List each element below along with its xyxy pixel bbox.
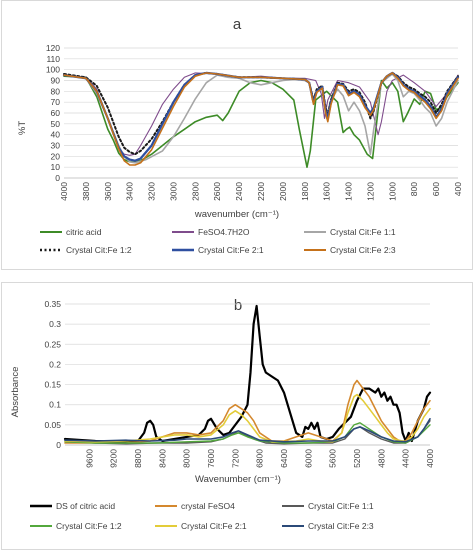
series-line-6 [63, 72, 459, 166]
x-axis-label: Wavenumber (cm⁻¹) [195, 474, 281, 485]
nir-chart-panel: b Wavenumber (cm⁻¹) Absorbance 0 0.05 0.1 0… [0, 282, 474, 550]
x-tick-label: 1200 [365, 182, 375, 201]
x-tick-label: 7600 [206, 449, 216, 468]
x-tick-label: 2200 [256, 182, 266, 201]
series-line-5 [64, 393, 431, 443]
series-line-2 [64, 379, 431, 444]
y-tick-label: 70 [51, 97, 61, 107]
x-tick-label: 4000 [425, 449, 435, 468]
legend-label-1: DS of citric acid [56, 501, 115, 511]
legend-label-5: Crystal Cit:Fe 2:1 [181, 521, 247, 531]
y-tick-label: 80 [51, 86, 61, 96]
series-line-6 [64, 418, 431, 443]
x-tick-label: 3200 [147, 182, 157, 201]
x-tick-label: 2400 [234, 182, 244, 201]
y-tick-label: 100 [46, 65, 60, 75]
x-tick-label: 4000 [59, 182, 69, 201]
y-tick-label: 0.05 [44, 420, 61, 430]
y-tick-label: 10 [51, 162, 61, 172]
y-tick-label: 0 [56, 440, 61, 450]
x-tick-label: 6400 [279, 449, 289, 468]
x-tick-label: 1600 [322, 182, 332, 201]
y-tick-label: 0.1 [49, 400, 61, 410]
chart-title: a [233, 16, 242, 33]
y-tick-label: 0.3 [49, 319, 61, 329]
x-tick-label: 6800 [255, 449, 265, 468]
y-tick-label: 60 [51, 108, 61, 118]
chart-title: b [234, 297, 242, 314]
y-tick-label: 0.2 [49, 359, 61, 369]
x-tick-label: 8400 [157, 449, 167, 468]
legend-label-4: Crystal Cit:Fe 1:2 [66, 245, 132, 255]
x-tick-label: 9600 [84, 449, 94, 468]
x-tick-label: 2600 [212, 182, 222, 201]
x-tick-label: 2800 [190, 182, 200, 201]
legend-label-1: citric acid [66, 227, 102, 237]
nir-chart: b Wavenumber (cm⁻¹) Absorbance 0 0.05 0.1 0… [1, 282, 473, 550]
y-axis-label: Absorbance [10, 367, 21, 418]
x-tick-label: 3600 [103, 182, 113, 201]
x-tick-label: 2000 [278, 182, 288, 201]
series-line-3 [63, 73, 459, 164]
legend-label-2: FeSO4.7H2O [198, 227, 250, 237]
x-tick-label: 8000 [182, 449, 192, 468]
x-tick-label: 1000 [387, 182, 397, 201]
y-tick-label: 40 [51, 130, 61, 140]
y-tick-label: 0.35 [44, 299, 61, 309]
x-tick-label: 600 [431, 182, 441, 196]
x-tick-label: 5200 [352, 449, 362, 468]
x-tick-label: 3000 [168, 182, 178, 201]
legend-label-3: Crystal Cit:Fe 1:1 [308, 501, 374, 511]
chart-frame [1, 0, 473, 270]
ftir-chart-panel: a wavenumber (cm⁻¹) %T 0 10 20 30 40 50 60 70 80… [0, 0, 474, 270]
x-tick-label: 4400 [401, 449, 411, 468]
x-tick-label: 3400 [125, 182, 135, 201]
x-axis-label: wavenumber (cm⁻¹) [194, 209, 279, 220]
legend-label-6: Crystal Cit:Fe 2:3 [330, 245, 396, 255]
legend-label-5: Crystal Cit:Fe 2:1 [198, 245, 264, 255]
y-tick-label: 90 [51, 76, 61, 86]
x-tick-label: 3800 [81, 182, 91, 201]
legend-label-2: crystal FeSO4 [181, 501, 235, 511]
y-tick-label: 0.25 [44, 339, 61, 349]
legend-label-3: Crystal Cit:Fe 1:1 [330, 227, 396, 237]
y-tick-label: 110 [46, 54, 60, 64]
x-tick-label: 1400 [344, 182, 354, 201]
ftir-chart: a wavenumber (cm⁻¹) %T 01020304050607080… [1, 0, 473, 270]
y-tick-label: 50 [51, 119, 61, 129]
y-tick-label: 0 [55, 173, 60, 183]
x-tick-label: 400 [453, 182, 463, 196]
legend-label-4: Crystal Cit:Fe 1:2 [56, 521, 122, 531]
x-tick-label: 6000 [303, 449, 313, 468]
x-tick-label: 8800 [133, 449, 143, 468]
x-tick-label: 800 [409, 182, 419, 196]
y-tick-label: 120 [46, 43, 60, 53]
x-tick-label: 7200 [230, 449, 240, 468]
y-tick-label: 20 [51, 151, 61, 161]
y-tick-label: 30 [51, 141, 61, 151]
x-tick-label: 1800 [300, 182, 310, 201]
x-tick-label: 4800 [376, 449, 386, 468]
y-axis-label: %T [17, 121, 28, 135]
x-tick-label: 9200 [109, 449, 119, 468]
y-tick-label: 0.15 [44, 380, 61, 390]
legend-label-6: Crystal Cit:Fe 2:3 [308, 521, 374, 531]
x-tick-label: 5600 [328, 449, 338, 468]
series-line-4 [63, 71, 459, 156]
